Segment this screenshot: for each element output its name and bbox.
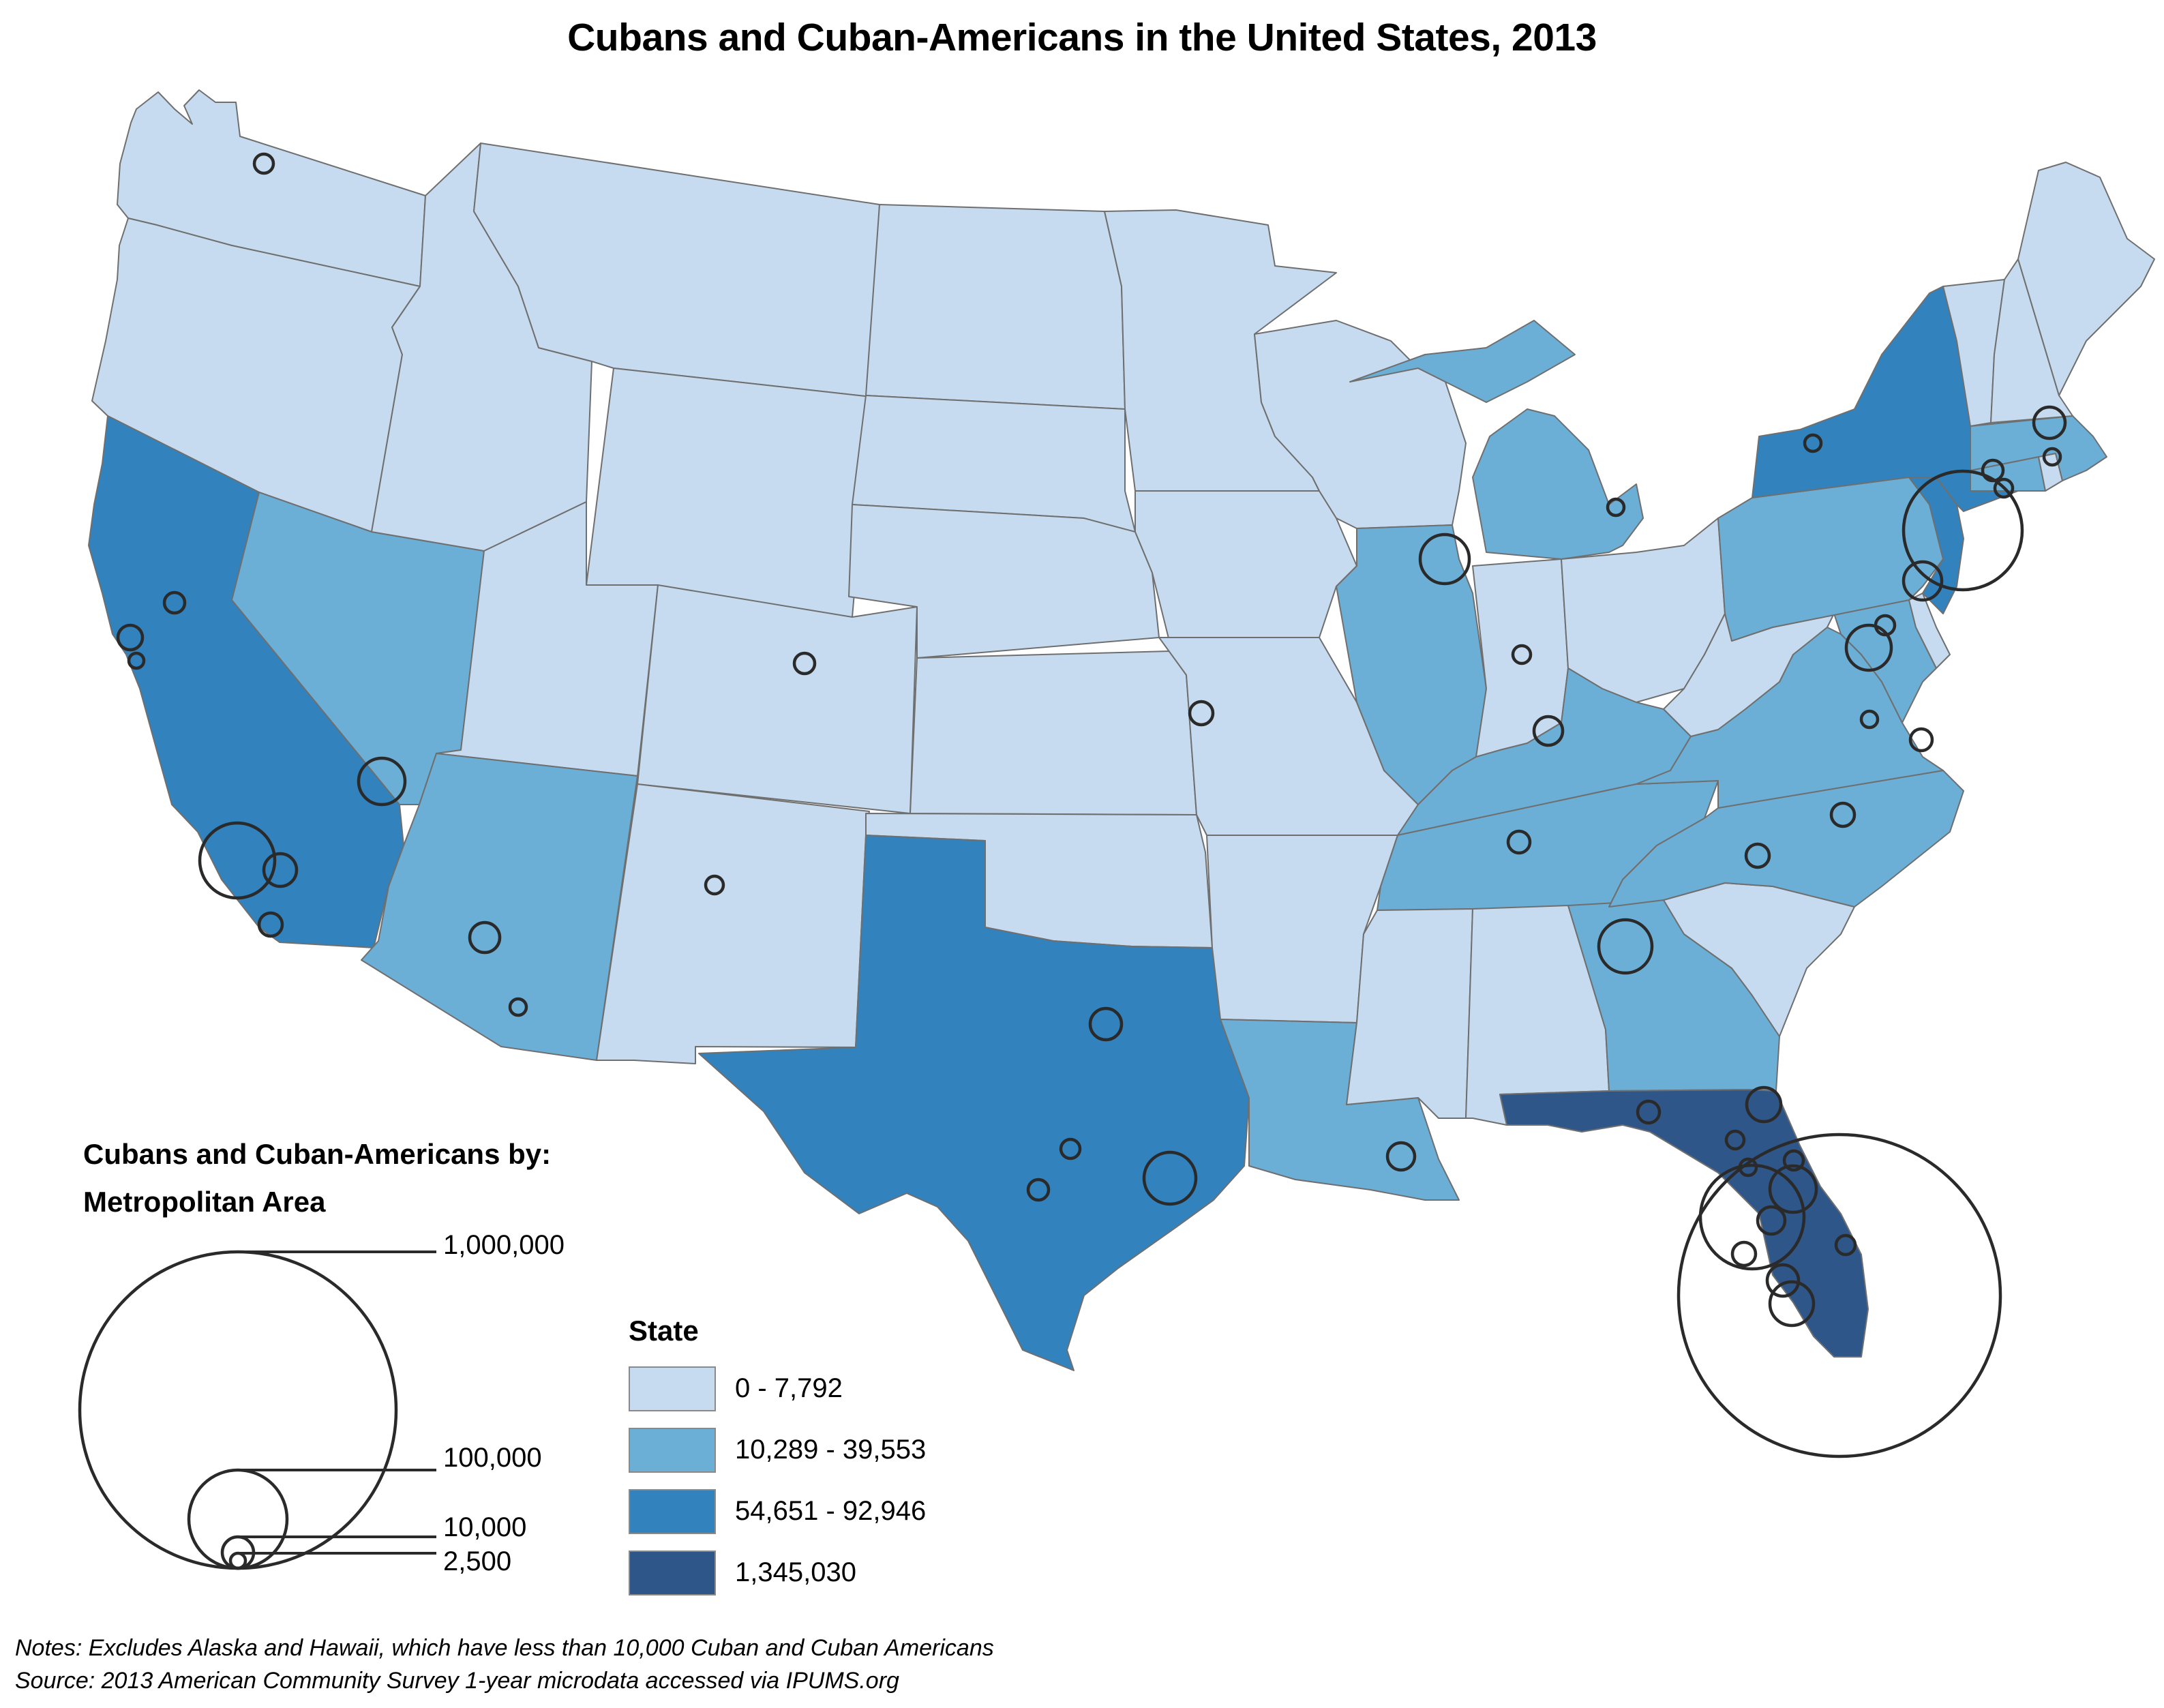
state-texas	[698, 835, 1250, 1371]
state-newmexico	[596, 783, 870, 1064]
bubble-legend-graphic	[78, 1250, 436, 1570]
metro-bubbles	[116, 152, 2067, 1458]
legend-bubble-1000000	[78, 1250, 398, 1570]
metro-bubble-providence	[2042, 447, 2062, 467]
state-legend-label: 0 - 7,792	[735, 1373, 843, 1403]
metro-bubble-orlando	[1768, 1164, 1818, 1214]
metro-bubble-rochester	[1803, 433, 1823, 453]
state-legend-swatch	[629, 1550, 716, 1595]
bubble-label-1000000: 1,000,000	[443, 1230, 565, 1260]
metro-bubble-tallahassee	[1636, 1099, 1662, 1125]
metro-bubble-baltimore	[1874, 614, 1897, 637]
metro-bubble-washington-dc	[1844, 623, 1893, 672]
state-legend-swatch	[629, 1366, 716, 1411]
metro-bubble-sarasota	[1730, 1240, 1758, 1268]
bubble-legend-title-line1: Cubans and Cuban-Americans by:	[83, 1138, 552, 1170]
metro-bubble-san-antonio	[1026, 1178, 1051, 1202]
metro-bubble-dallas	[1088, 1006, 1124, 1042]
bubble-legend-title: Cubans and Cuban-Americans by: Metropoli…	[83, 1130, 551, 1226]
state-maine	[2017, 162, 2155, 396]
metro-bubble-san-francisco	[116, 623, 145, 652]
map-title: Cubans and Cuban-Americans in the United…	[567, 16, 1597, 59]
state-iowa	[1134, 490, 1357, 642]
metro-bubble-austin	[1059, 1137, 1082, 1160]
metro-bubble-louisville	[1532, 715, 1565, 747]
metro-bubble-richmond	[1859, 709, 1880, 730]
metro-bubble-detroit	[1606, 497, 1626, 518]
metro-bubble-indianapolis	[1511, 644, 1533, 665]
metro-bubble-phoenix	[468, 920, 502, 955]
metro-bubble-virginia-beach	[1908, 727, 1934, 753]
metro-bubble-hartford	[1993, 477, 2015, 499]
state-kansas	[910, 650, 1197, 815]
state-legend-item: 10,289 - 39,553	[629, 1428, 983, 1473]
metro-bubble-san-diego	[257, 911, 284, 938]
metro-bubble-albuquerque	[704, 874, 725, 896]
bubble-label-10000: 10,000	[443, 1512, 527, 1542]
bubble-legend-title-line2: Metropolitan Area	[83, 1186, 326, 1218]
metro-bubble-denver	[792, 651, 817, 676]
metro-bubble-lakeland	[1756, 1205, 1787, 1236]
notes-line: Notes: Excludes Alaska and Hawaii, which…	[15, 1635, 994, 1661]
state-northdakota	[865, 204, 1126, 410]
bubble-label-2500: 2,500	[443, 1546, 512, 1576]
metro-bubble-charlotte	[1744, 842, 1771, 869]
state-legend-item: 54,651 - 92,946	[629, 1489, 983, 1534]
state-florida	[1499, 1089, 1869, 1358]
metro-bubble-san-jose	[127, 651, 146, 670]
metro-bubble-gainesville	[1724, 1129, 1746, 1151]
state-legend-swatch	[629, 1489, 716, 1534]
state-legend-label: 10,289 - 39,553	[735, 1435, 927, 1465]
state-legend-label: 1,345,030	[735, 1557, 856, 1587]
metro-bubble-new-york	[1902, 469, 2024, 592]
state-legend-item: 1,345,030	[629, 1550, 983, 1595]
bubble-label-100000: 100,000	[443, 1443, 542, 1473]
metro-bubble-riverside	[262, 852, 299, 888]
metro-bubble-daytona	[1782, 1149, 1805, 1172]
metro-bubble-fort-myers	[1765, 1263, 1801, 1298]
metro-bubble-jacksonville	[1745, 1085, 1783, 1124]
metro-bubble-philadelphia	[1902, 560, 1944, 602]
metro-bubble-sacramento	[162, 590, 187, 615]
metro-bubble-houston	[1142, 1150, 1198, 1206]
state-northcarolina	[1608, 770, 1964, 908]
metro-bubble-new-orleans	[1385, 1141, 1417, 1172]
metro-bubble-atlanta	[1597, 918, 1654, 975]
states-layer	[88, 89, 2155, 1371]
metro-bubble-seattle	[252, 152, 275, 175]
metro-bubble-port-st-lucie	[1834, 1233, 1857, 1257]
metro-bubble-las-vegas	[357, 756, 407, 807]
metro-bubble-new-haven	[1981, 458, 2005, 483]
source-line: Source: 2013 American Community Survey 1…	[15, 1668, 899, 1694]
state-legend-item: 0 - 7,792	[629, 1366, 983, 1411]
state-massachusetts	[1970, 415, 2107, 481]
state-legend-title: State	[629, 1315, 699, 1347]
state-california	[88, 415, 404, 948]
metro-bubble-nashville	[1506, 829, 1532, 855]
state-mississippi	[1346, 908, 1473, 1119]
state-legend-swatch	[629, 1428, 716, 1473]
metro-bubble-los-angeles	[198, 821, 277, 900]
state-legend-label: 54,651 - 92,946	[735, 1496, 927, 1526]
metro-bubble-boston	[2032, 405, 2067, 440]
metro-bubble-chicago	[1418, 533, 1471, 586]
metro-bubble-naples	[1768, 1280, 1816, 1328]
metro-bubble-kansas-city	[1188, 700, 1215, 727]
metro-bubble-miami	[1677, 1133, 2002, 1458]
metro-bubble-tucson	[508, 997, 528, 1017]
state-wyoming	[586, 368, 872, 618]
legend-bubble-2500	[228, 1551, 247, 1570]
metro-bubble-raleigh	[1829, 801, 1857, 828]
state-colorado	[637, 584, 918, 814]
